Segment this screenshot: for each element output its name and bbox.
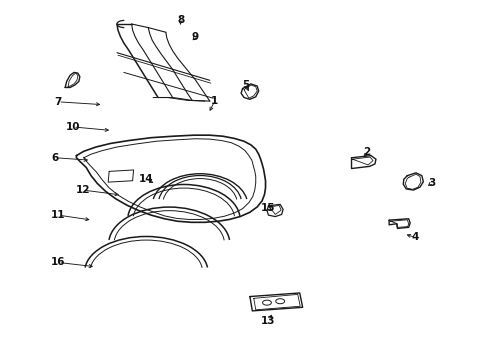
Text: 3: 3: [428, 178, 435, 188]
Text: 4: 4: [411, 232, 419, 242]
Text: 10: 10: [66, 122, 80, 132]
Text: 8: 8: [177, 15, 184, 26]
Text: 15: 15: [261, 203, 276, 213]
Text: 1: 1: [211, 96, 219, 106]
Text: 16: 16: [51, 257, 66, 267]
Text: 14: 14: [139, 174, 153, 184]
Text: 11: 11: [51, 210, 66, 220]
Text: 13: 13: [261, 316, 276, 325]
Text: 2: 2: [364, 147, 371, 157]
Text: 6: 6: [52, 153, 59, 163]
Text: 9: 9: [192, 32, 199, 41]
Text: 5: 5: [243, 80, 249, 90]
Text: 7: 7: [55, 97, 62, 107]
Text: 12: 12: [75, 185, 90, 195]
